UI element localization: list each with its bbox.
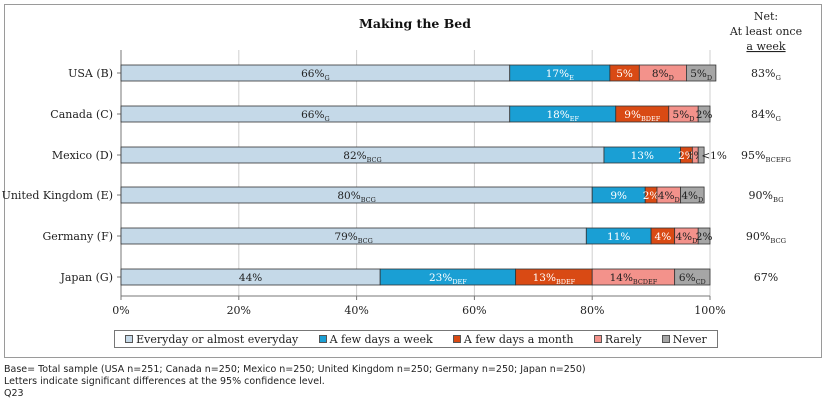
legend-swatch <box>318 335 327 343</box>
chart-legend: Everyday or almost everyday A few days a … <box>114 330 718 348</box>
bar-data-label: 4%D <box>681 190 703 204</box>
legend-label: A few days a week <box>329 332 433 346</box>
x-tick-label: 0% <box>112 304 129 317</box>
bar-data-label: 79%BCG <box>334 231 372 245</box>
chart-title: Making the Bed <box>359 16 471 31</box>
x-tick-label: 40% <box>344 304 368 317</box>
bar-data-label: 2% <box>696 109 713 121</box>
legend-swatch <box>452 335 461 343</box>
category-label: Japan (G) <box>59 271 113 284</box>
bar-segment <box>697 146 705 164</box>
net-header-line1: Net: <box>754 10 778 23</box>
bar-data-label: 8%D <box>652 68 674 82</box>
bar-data-label: 66%G <box>301 68 330 82</box>
bar-data-label: 82%BCG <box>343 150 381 164</box>
bar-data-label: 6%CD <box>679 272 706 286</box>
legend-item: A few days a week <box>318 332 433 346</box>
category-label: United Kingdom (E) <box>2 189 113 202</box>
bar-data-label: 11% <box>607 231 630 243</box>
bar-data-label: 4%D <box>675 231 697 245</box>
footnote-question: Q23 <box>4 388 24 399</box>
bar-data-label: 18%EF <box>546 109 579 123</box>
legend-item: Never <box>661 332 707 346</box>
legend-label: Rarely <box>604 332 642 346</box>
legend-label: Everyday or almost everyday <box>136 332 299 346</box>
bar-segment <box>697 105 711 123</box>
footnote-significance: Letters indicate significant differences… <box>4 376 325 387</box>
bar-data-label: 2% <box>643 190 660 202</box>
category-label: Canada (C) <box>50 108 113 121</box>
bar-data-label: 5%D <box>690 68 712 82</box>
bar-data-label: 17%E <box>546 68 574 82</box>
net-value: 90%BG <box>748 189 783 204</box>
legend-swatch <box>661 335 670 343</box>
net-value: 95%BCEFG <box>741 149 791 164</box>
bar-data-label: 13% <box>631 150 654 162</box>
net-value: 84%G <box>751 108 781 123</box>
bar-data-label: 5% <box>616 68 633 80</box>
bar-data-label: 5%D <box>673 109 695 123</box>
chart-frame <box>4 4 822 358</box>
bar-data-label: 14%BCDEF <box>610 272 658 286</box>
bar-data-label: 9% <box>610 190 627 202</box>
legend-label: A few days a month <box>463 332 574 346</box>
category-label: Germany (F) <box>42 230 113 243</box>
x-tick-label: 20% <box>227 304 251 317</box>
net-value: 83%G <box>751 67 781 82</box>
bar-data-label: 80%BCG <box>337 190 375 204</box>
legend-item: A few days a month <box>452 332 574 346</box>
bar-data-label: 4%D <box>658 190 680 204</box>
legend-item: Rarely <box>593 332 642 346</box>
bar-segment <box>686 64 717 82</box>
net-header-line3: a week <box>746 40 785 53</box>
bar-data-label: 23%DEF <box>429 272 467 286</box>
footnote-base: Base= Total sample (USA n=251; Canada n=… <box>4 364 586 375</box>
x-tick-label: 100% <box>694 304 725 317</box>
net-header-line2: At least once <box>729 25 802 38</box>
legend-swatch <box>125 335 134 343</box>
bar-data-label: 13%BDEF <box>533 272 576 286</box>
category-label: USA (B) <box>68 67 113 80</box>
category-label: Mexico (D) <box>52 149 113 162</box>
bar-data-label: 4% <box>655 231 672 243</box>
bar-data-label: 66%G <box>301 109 330 123</box>
bar-segment <box>680 186 705 204</box>
bar-data-label: <1% <box>701 150 726 162</box>
bar-data-label: 2% <box>678 150 695 162</box>
bar-segment <box>697 227 711 245</box>
net-value: 67% <box>754 271 778 284</box>
bar-data-label: 9%BDEF <box>624 109 660 123</box>
bar-data-label: 44% <box>239 272 262 284</box>
legend-item: Everyday or almost everyday <box>125 333 298 346</box>
bar-segment <box>674 268 711 286</box>
x-tick-label: 80% <box>580 304 604 317</box>
bar-data-label: 2% <box>696 231 713 243</box>
legend-swatch <box>593 335 602 343</box>
x-tick-label: 60% <box>462 304 486 317</box>
net-value: 90%BCG <box>746 230 786 245</box>
legend-label: Never <box>672 332 707 346</box>
